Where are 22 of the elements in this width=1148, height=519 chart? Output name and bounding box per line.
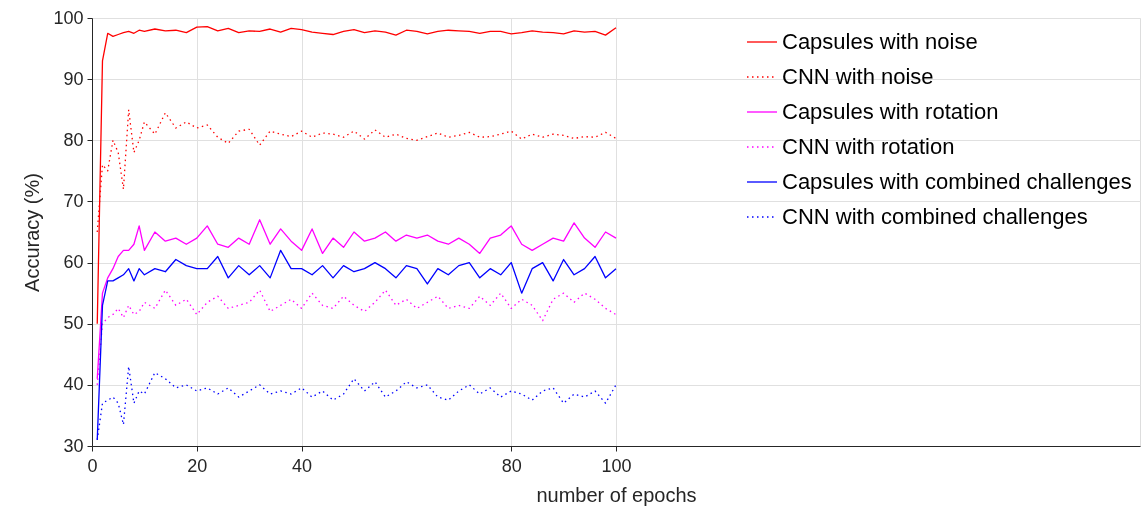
x-tick-label: 0 (87, 455, 98, 476)
legend-label: Capsules with noise (782, 29, 978, 54)
legend-label: Capsules with rotation (782, 99, 999, 124)
y-axis-title: Accuracy (%) (21, 173, 44, 292)
legend-label: CNN with noise (782, 64, 934, 89)
legend-label: CNN with combined challenges (782, 204, 1088, 229)
y-tick-label: 70 (63, 190, 84, 211)
y-tick-label: 50 (63, 313, 84, 334)
y-tick-label: 30 (63, 435, 84, 456)
y-tick-label: 80 (63, 129, 84, 150)
x-axis-title: number of epochs (536, 483, 697, 506)
y-tick-label: 40 (63, 374, 84, 395)
y-tick-label: 60 (63, 252, 84, 273)
line-series (96, 25, 617, 325)
x-tick-label: 80 (501, 455, 522, 476)
x-tick-label: 40 (292, 455, 313, 476)
y-tick-label: 100 (53, 7, 84, 28)
legend-label: Capsules with combined challenges (782, 169, 1132, 194)
y-tick-label: 90 (63, 68, 84, 89)
legend-label: CNN with rotation (782, 134, 955, 159)
x-tick-label: 20 (187, 455, 208, 476)
x-tick-label: 100 (601, 455, 632, 476)
